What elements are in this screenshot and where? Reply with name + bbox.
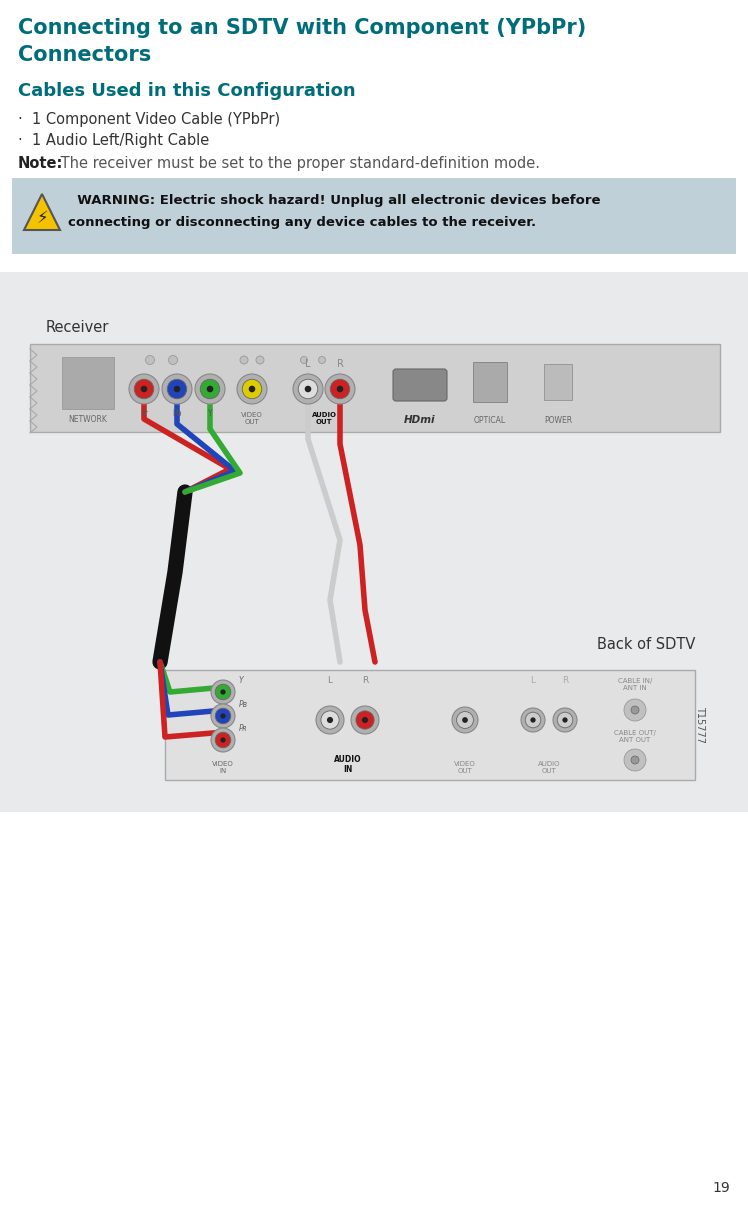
Circle shape xyxy=(134,379,154,398)
Text: OPTICAL: OPTICAL xyxy=(474,416,506,425)
Text: VIDEO
IN: VIDEO IN xyxy=(212,760,234,774)
Text: connecting or disconnecting any device cables to the receiver.: connecting or disconnecting any device c… xyxy=(68,216,536,229)
Text: WARNING: Electric shock hazard! Unplug all electronic devices before: WARNING: Electric shock hazard! Unplug a… xyxy=(68,194,601,206)
Circle shape xyxy=(221,689,226,695)
Circle shape xyxy=(248,386,255,392)
Circle shape xyxy=(525,712,541,728)
Text: Receiver: Receiver xyxy=(46,320,109,336)
Text: Y: Y xyxy=(208,409,212,418)
Circle shape xyxy=(316,706,344,734)
Circle shape xyxy=(631,706,639,715)
Bar xyxy=(473,362,507,402)
Circle shape xyxy=(237,374,267,404)
Circle shape xyxy=(331,379,350,398)
Circle shape xyxy=(298,379,318,398)
Circle shape xyxy=(240,356,248,365)
Circle shape xyxy=(215,733,231,748)
Text: L: L xyxy=(328,676,333,686)
Text: Connectors: Connectors xyxy=(18,45,151,65)
Text: Cables Used in this Configuration: Cables Used in this Configuration xyxy=(18,82,355,100)
Circle shape xyxy=(356,711,374,729)
Text: ·  1 Audio Left/Right Cable: · 1 Audio Left/Right Cable xyxy=(18,133,209,148)
Circle shape xyxy=(195,374,225,404)
Circle shape xyxy=(456,712,473,729)
Circle shape xyxy=(337,386,343,392)
Circle shape xyxy=(562,717,568,723)
Text: T15777: T15777 xyxy=(695,706,705,744)
Text: L: L xyxy=(530,676,536,686)
Circle shape xyxy=(256,356,264,365)
Text: AUDIO
OUT: AUDIO OUT xyxy=(538,760,560,774)
Text: AUDIO
OUT: AUDIO OUT xyxy=(311,412,337,425)
Text: Pʙ: Pʙ xyxy=(239,700,248,709)
Circle shape xyxy=(521,709,545,731)
Circle shape xyxy=(200,379,220,398)
Text: 19: 19 xyxy=(712,1180,730,1195)
Text: AUDIO
IN: AUDIO IN xyxy=(334,754,361,774)
Circle shape xyxy=(319,356,325,363)
Circle shape xyxy=(301,356,307,363)
FancyBboxPatch shape xyxy=(393,369,447,401)
Text: CABLE OUT/
ANT OUT: CABLE OUT/ ANT OUT xyxy=(614,730,656,744)
Circle shape xyxy=(304,386,311,392)
Circle shape xyxy=(242,379,262,398)
Circle shape xyxy=(325,374,355,404)
Circle shape xyxy=(141,386,147,392)
Text: L: L xyxy=(305,358,310,369)
Circle shape xyxy=(221,737,226,742)
Circle shape xyxy=(624,750,646,771)
Circle shape xyxy=(362,717,368,723)
Text: Y: Y xyxy=(239,676,244,686)
Text: Note:: Note: xyxy=(18,156,64,171)
Circle shape xyxy=(215,709,231,724)
Bar xyxy=(12,177,736,253)
Circle shape xyxy=(530,717,536,723)
Circle shape xyxy=(215,684,231,700)
Bar xyxy=(544,365,572,400)
Polygon shape xyxy=(24,194,60,231)
Circle shape xyxy=(221,713,226,718)
Circle shape xyxy=(211,704,235,728)
Text: VIDEO
OUT: VIDEO OUT xyxy=(454,760,476,774)
Text: Back of SDTV: Back of SDTV xyxy=(597,637,695,652)
Circle shape xyxy=(624,699,646,721)
Bar xyxy=(62,357,114,409)
Text: Pb: Pb xyxy=(172,409,182,418)
Circle shape xyxy=(452,707,478,733)
Circle shape xyxy=(168,379,187,398)
Text: POWER: POWER xyxy=(544,416,572,425)
Text: Pʀ: Pʀ xyxy=(239,724,248,733)
Circle shape xyxy=(174,386,180,392)
Text: HDmi: HDmi xyxy=(404,415,436,425)
Text: ⚡: ⚡ xyxy=(37,209,49,227)
Circle shape xyxy=(351,706,379,734)
Text: ·  1 Component Video Cable (YPbPr): · 1 Component Video Cable (YPbPr) xyxy=(18,112,280,127)
Circle shape xyxy=(321,711,339,729)
Text: VIDEO
OUT: VIDEO OUT xyxy=(241,412,263,425)
Circle shape xyxy=(631,756,639,764)
Circle shape xyxy=(462,717,468,723)
Circle shape xyxy=(327,717,333,723)
Text: R: R xyxy=(362,676,368,686)
Circle shape xyxy=(553,709,577,731)
Text: The receiver must be set to the proper standard‑definition mode.: The receiver must be set to the proper s… xyxy=(56,156,540,171)
Circle shape xyxy=(162,374,192,404)
Text: Pr: Pr xyxy=(140,409,148,418)
Text: CABLE IN/
ANT IN: CABLE IN/ ANT IN xyxy=(618,678,652,690)
Text: R: R xyxy=(562,676,568,686)
Circle shape xyxy=(146,356,155,365)
Bar xyxy=(0,272,748,812)
Circle shape xyxy=(293,374,323,404)
Circle shape xyxy=(168,356,177,365)
Circle shape xyxy=(206,386,213,392)
Text: NETWORK: NETWORK xyxy=(69,415,108,424)
Circle shape xyxy=(557,712,573,728)
Text: Connecting to an SDTV with Component (YPbPr): Connecting to an SDTV with Component (YP… xyxy=(18,18,586,37)
Circle shape xyxy=(129,374,159,404)
Bar xyxy=(30,344,720,432)
Text: R: R xyxy=(337,358,343,369)
Circle shape xyxy=(211,680,235,704)
Circle shape xyxy=(211,728,235,752)
Bar xyxy=(165,670,695,780)
